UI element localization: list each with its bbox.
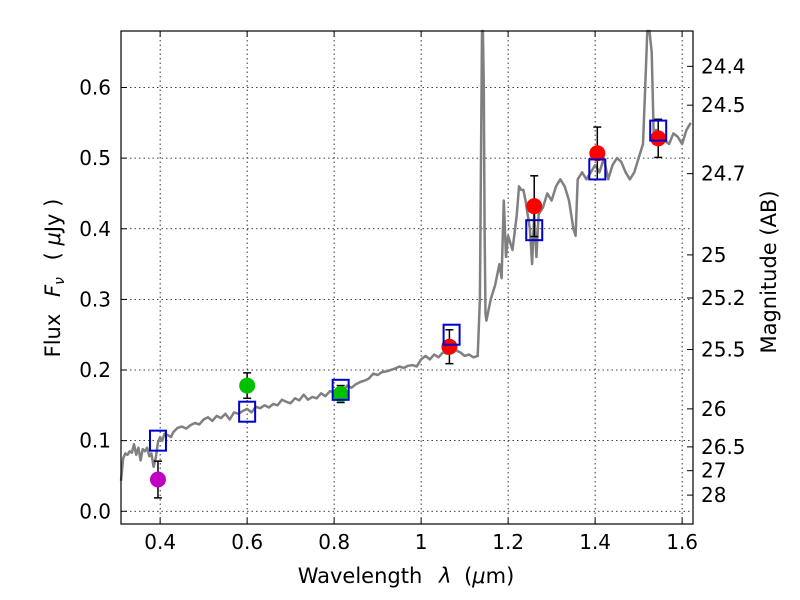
- observed-point: [526, 198, 543, 215]
- x-tick-label: 1.6: [666, 530, 698, 554]
- observed-point: [239, 377, 256, 394]
- y-tick-label: 0.5: [79, 146, 111, 170]
- x-tick-label: 0.4: [144, 530, 176, 554]
- y-tick-label: 0.6: [79, 76, 111, 100]
- x-axis-unit-rest: m): [486, 564, 515, 588]
- right-tick-label: 24.7: [701, 162, 746, 186]
- observed-point: [332, 386, 349, 403]
- model-bands-layer: [148, 119, 668, 452]
- right-tick-label: 26.5: [701, 435, 746, 459]
- gridlines: [121, 31, 693, 524]
- y-tick-label: 0.4: [79, 217, 111, 241]
- x-tick-label: 1.4: [579, 530, 611, 554]
- plot-frame: [120, 30, 694, 525]
- model-band-square: [238, 400, 257, 423]
- model-spectrum-layer: [119, 29, 692, 482]
- y-tick-label: 0.1: [79, 429, 111, 453]
- model-band-square: [442, 323, 461, 346]
- x-axis-title: Wavelength λ (μm): [298, 564, 515, 588]
- observed-point: [589, 145, 606, 162]
- y-axis-unit-open: (: [41, 252, 65, 260]
- model-band-square: [148, 429, 167, 452]
- error-bars-layer: [153, 118, 663, 499]
- observed-points-layer: [149, 130, 667, 488]
- model-band-square: [331, 378, 350, 401]
- right-axis-title: Magnitude (AB): [757, 190, 781, 353]
- observed-point: [650, 130, 667, 147]
- y-axis-symbol-sub: ν: [52, 277, 68, 285]
- x-axis-symbol: λ: [438, 564, 451, 588]
- y-tick-label: 0.3: [79, 287, 111, 311]
- observed-point: [149, 471, 166, 488]
- y-tick-label: 0.0: [79, 499, 111, 523]
- x-tick-label: 1.2: [492, 530, 524, 554]
- y-axis-symbol: F: [41, 284, 65, 297]
- right-tick-label: 24.4: [701, 54, 746, 78]
- x-tick-label: 1: [415, 530, 428, 554]
- right-tick-label: 25.2: [701, 286, 746, 310]
- x-axis-unit-mu: μ: [471, 564, 485, 588]
- x-axis-unit-open: (: [464, 564, 472, 588]
- right-tick-label: 27: [701, 459, 726, 483]
- y-axis-label: Flux: [41, 314, 65, 358]
- x-tick-label: 0.8: [318, 530, 350, 554]
- observed-point: [441, 338, 458, 355]
- right-tick-label: 25: [701, 243, 726, 267]
- y-axis-unit-mu: μ: [41, 232, 65, 246]
- model-band-square: [525, 219, 544, 242]
- y-tick-label: 0.2: [79, 358, 111, 382]
- model-spectrum-line: [119, 29, 692, 482]
- right-tick-label: 26: [701, 397, 726, 421]
- x-axis-label: Wavelength: [298, 564, 423, 588]
- right-tick-label: 28: [701, 483, 726, 507]
- model-band-square: [588, 158, 607, 181]
- ticks-layer: 0.4 0.6 0.8 1 1.2 1.4 1.6 0.0 0.1 0.2 0.3 0.4 0.5 0.6…: [79, 31, 746, 554]
- y-axis-title: Flux Fν ( μJy ): [41, 199, 69, 358]
- right-tick-label: 25.5: [701, 338, 746, 362]
- model-band-square: [649, 119, 668, 142]
- right-tick-label: 24.5: [701, 93, 746, 117]
- y-axis-unit-rest: Jy ): [41, 199, 65, 235]
- x-tick-label: 0.6: [231, 530, 263, 554]
